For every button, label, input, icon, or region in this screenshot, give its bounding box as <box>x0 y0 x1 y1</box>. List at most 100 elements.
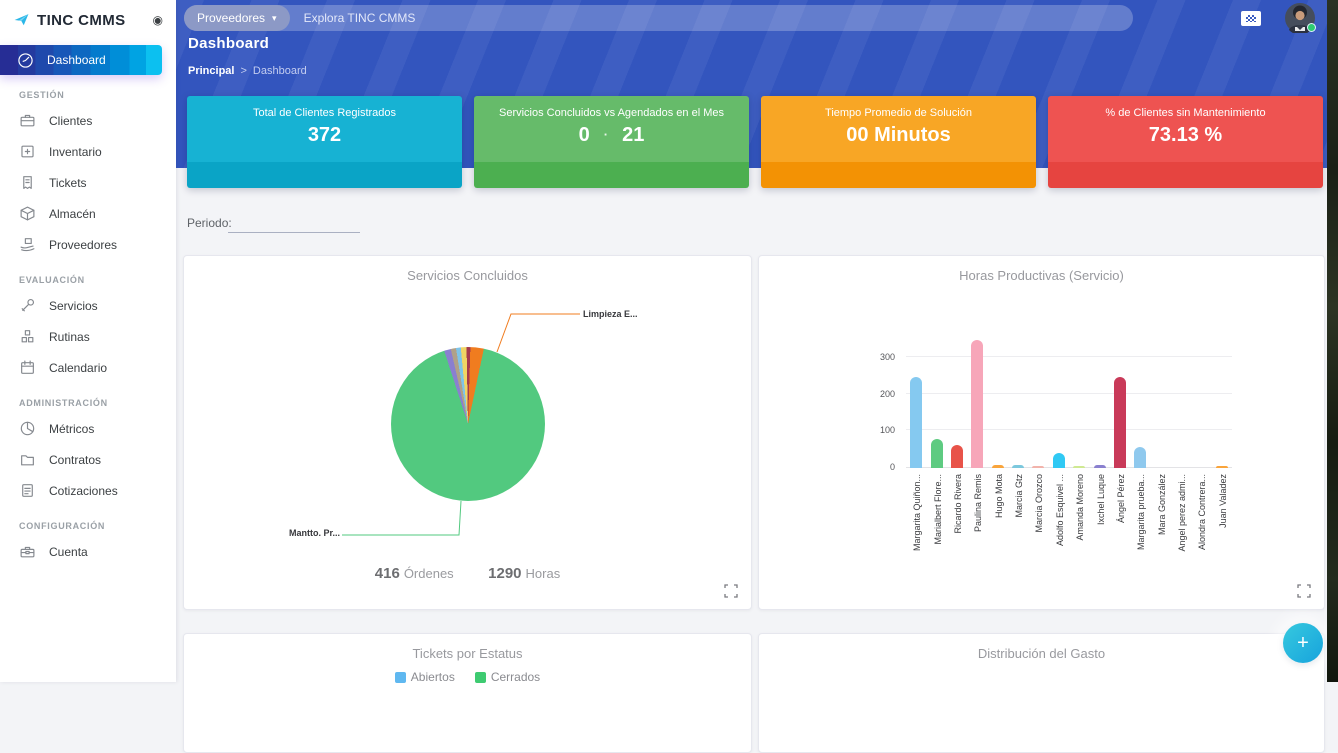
period-input[interactable] <box>228 214 360 233</box>
x-label-column: Ricardo Rivera <box>947 472 967 572</box>
x-axis-category-label: Angel perez admi... <box>1177 474 1188 552</box>
bar-chart-bars <box>906 336 1232 468</box>
bar-column <box>967 340 987 468</box>
sidebar-item-dashboard[interactable]: Dashboard <box>0 45 162 75</box>
x-axis-category-label: Amanda Moreno <box>1075 474 1086 541</box>
pie-chart[interactable] <box>391 347 545 501</box>
sidebar-item-almacen[interactable]: Almacén <box>0 198 176 229</box>
stat-card-value: 0 · 21 <box>474 124 749 147</box>
sidebar-item-label: Tickets <box>49 175 87 190</box>
search-bar: Proveedores ▾ <box>184 5 1133 31</box>
gridline <box>906 392 1232 394</box>
sidebar-item-label: Clientes <box>49 113 93 128</box>
card-servicios-concluidos: Servicios Concluidos Limpieza E... Mantt… <box>183 255 752 610</box>
sidebar-item-tickets[interactable]: Tickets <box>0 167 176 198</box>
sidebar-item-calendario[interactable]: Calendario <box>0 352 176 383</box>
kpi-cards-row: Total de Clientes Registrados 372 Servicio… <box>187 96 1323 188</box>
sidebar-item-metricos[interactable]: Métricos <box>0 413 176 444</box>
bar-column <box>947 444 967 468</box>
online-status-dot <box>1307 23 1316 32</box>
x-label-column: Margarita Quiñon... <box>906 472 926 572</box>
stat-card-label: Total de Clientes Registrados <box>252 107 397 119</box>
search-category-dropdown[interactable]: Proveedores ▾ <box>184 5 290 31</box>
y-axis-tick-label: 300 <box>879 352 895 362</box>
bar-marcia-orozco[interactable] <box>1032 466 1045 468</box>
sidebar-item-rutinas[interactable]: Rutinas <box>0 321 176 352</box>
stat-card-total-de-clientes-registrados: Total de Clientes Registrados 372 <box>187 96 462 188</box>
sidebar-item-cotizaciones[interactable]: Cotizaciones <box>0 475 176 506</box>
bar-paulina-remis[interactable] <box>971 340 984 468</box>
search-input[interactable] <box>289 6 1133 30</box>
bar-column <box>926 439 946 468</box>
fullscreen-icon[interactable] <box>1241 10 1261 26</box>
logo: TINC CMMS ◉ <box>0 0 176 40</box>
stat-value-number: 73.13 % <box>1148 124 1223 146</box>
legend-item-cerrados[interactable]: Cerrados <box>474 670 540 684</box>
stat-card-top: Tiempo Promedio de Solución 00 Minutos <box>761 96 1036 162</box>
legend-item-abiertos[interactable]: Abiertos <box>394 670 455 684</box>
sidebar-section-title: EVALUACIÓN <box>19 275 85 285</box>
bar-marcia-gtz[interactable] <box>1012 465 1025 468</box>
sidebar-item-clientes[interactable]: Clientes <box>0 105 176 136</box>
stat-card-footer <box>1048 162 1323 188</box>
x-axis-category-label: Paulina Remis <box>973 474 984 533</box>
bar-margarita-prueba[interactable] <box>1134 447 1147 468</box>
bar-marialbert-flore[interactable] <box>930 439 943 468</box>
bar-column <box>988 464 1008 468</box>
bar-ricardo-rivera[interactable] <box>950 444 963 468</box>
sidebar-item-servicios[interactable]: Servicios <box>0 290 176 321</box>
bar-column <box>1008 465 1028 468</box>
add-button[interactable]: + <box>1283 623 1323 663</box>
breadcrumb: Principal > Dashboard <box>188 65 307 77</box>
stat-card-label: Servicios Concluidos vs Agendados en el … <box>498 107 724 119</box>
breadcrumb-separator: > <box>240 65 247 77</box>
x-label-column: Juan Valadez <box>1212 472 1232 572</box>
bar-adolfo-esquivel[interactable] <box>1052 452 1065 468</box>
toolbox-icon <box>19 543 36 560</box>
sidebar-toggle-icon[interactable]: ◉ <box>152 13 163 27</box>
expand-icon[interactable] <box>724 584 738 598</box>
top-navbar: Proveedores ▾ <box>176 0 1327 36</box>
bar-ixchel-luque[interactable] <box>1093 465 1106 468</box>
bar-juan-valadez[interactable] <box>1215 466 1228 468</box>
chart-title: Tickets por Estatus <box>412 646 523 661</box>
bar-column <box>1212 466 1232 468</box>
sidebar-item-cuenta[interactable]: Cuenta <box>0 536 176 567</box>
bar-angel-perez[interactable] <box>1113 377 1126 468</box>
hours-unit: Horas <box>525 566 561 581</box>
expand-icon[interactable] <box>1297 584 1311 598</box>
gridline <box>906 356 1232 357</box>
bar-hugo-mota[interactable] <box>991 464 1004 468</box>
bar-amanda-moreno[interactable] <box>1073 466 1086 468</box>
sidebar-item-label: Rutinas <box>49 329 90 344</box>
bar-chart-x-axis: Margarita Quiñon... Marialbert Flore... Ri… <box>906 472 1232 572</box>
x-label-column: Paulina Remis <box>967 472 987 572</box>
stat-card-top: Total de Clientes Registrados 372 <box>187 96 462 162</box>
bar-margarita-quinon[interactable] <box>910 377 923 468</box>
chart-title: Horas Productivas (Servicio) <box>959 268 1124 283</box>
stat-card-value: 73.13 % <box>1048 124 1323 147</box>
sidebar-item-contratos[interactable]: Contratos <box>0 444 176 475</box>
x-axis-category-label: Marcia Orozco <box>1034 474 1045 533</box>
bar-chart-plot <box>906 336 1232 468</box>
bar-column <box>1049 452 1069 468</box>
x-axis-category-label: Adolfo Esquivel ... <box>1054 474 1065 547</box>
x-label-column: Margarita prueba... <box>1130 472 1150 572</box>
stat-card-value: 372 <box>187 124 462 147</box>
chart-title: Distribución del Gasto <box>977 646 1106 661</box>
pie-footer-stats: 416 Órdenes 1290 Horas <box>184 565 751 583</box>
legend-swatch-abiertos <box>394 671 406 683</box>
y-axis-tick-label: 100 <box>879 425 895 436</box>
user-avatar[interactable] <box>1285 3 1316 35</box>
stat-card-value: 00 Minutos <box>761 124 1036 147</box>
sidebar: TINC CMMS ◉ Dashboard GESTIÓN Clientes Inv… <box>0 0 176 682</box>
x-axis-category-label: Juan Valadez <box>1217 474 1228 528</box>
x-label-column: Marcia Gtz <box>1008 472 1028 572</box>
x-label-column: Marcia Orozco <box>1028 472 1048 572</box>
legend-swatch-cerrados <box>474 671 486 683</box>
sidebar-item-label: Cotizaciones <box>49 483 118 498</box>
breadcrumb-parent[interactable]: Principal <box>188 65 235 77</box>
wrench-icon <box>19 297 36 314</box>
sidebar-item-proveedores[interactable]: Proveedores <box>0 229 176 260</box>
sidebar-item-inventario[interactable]: Inventario <box>0 136 176 167</box>
